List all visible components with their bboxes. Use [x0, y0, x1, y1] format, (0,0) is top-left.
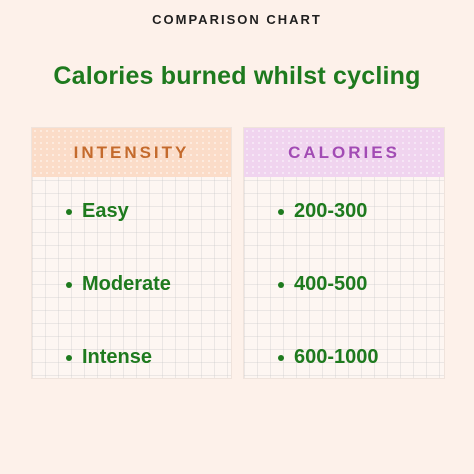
bullet-icon	[278, 354, 284, 361]
bullet-icon	[66, 354, 72, 361]
calories-item-label: 600-1000	[294, 346, 379, 368]
bullet-icon	[66, 281, 72, 288]
intensity-header: INTENSITY	[32, 128, 231, 177]
calories-item-label: 400-500	[294, 273, 368, 295]
calories-column: CALORIES 200-300 400-500 600-1000	[243, 127, 445, 379]
calories-item: 600-1000	[278, 346, 379, 369]
intensity-item-label: Easy	[82, 200, 129, 222]
bullet-icon	[278, 281, 284, 288]
page-title: Calories burned whilst cycling	[53, 62, 421, 90]
intensity-item: Easy	[66, 200, 129, 223]
calories-item: 400-500	[278, 273, 367, 296]
intensity-item: Intense	[66, 346, 152, 369]
eyebrow-label: COMPARISON CHART	[152, 12, 322, 27]
intensity-item-label: Moderate	[82, 273, 171, 295]
intensity-item: Moderate	[66, 273, 171, 296]
bullet-icon	[66, 208, 72, 215]
bullet-icon	[278, 208, 284, 215]
calories-header: CALORIES	[244, 128, 444, 177]
calories-item: 200-300	[278, 200, 367, 223]
calories-item-label: 200-300	[294, 200, 368, 222]
intensity-item-label: Intense	[82, 346, 153, 368]
intensity-column: INTENSITY Easy Moderate Intense	[31, 127, 232, 379]
